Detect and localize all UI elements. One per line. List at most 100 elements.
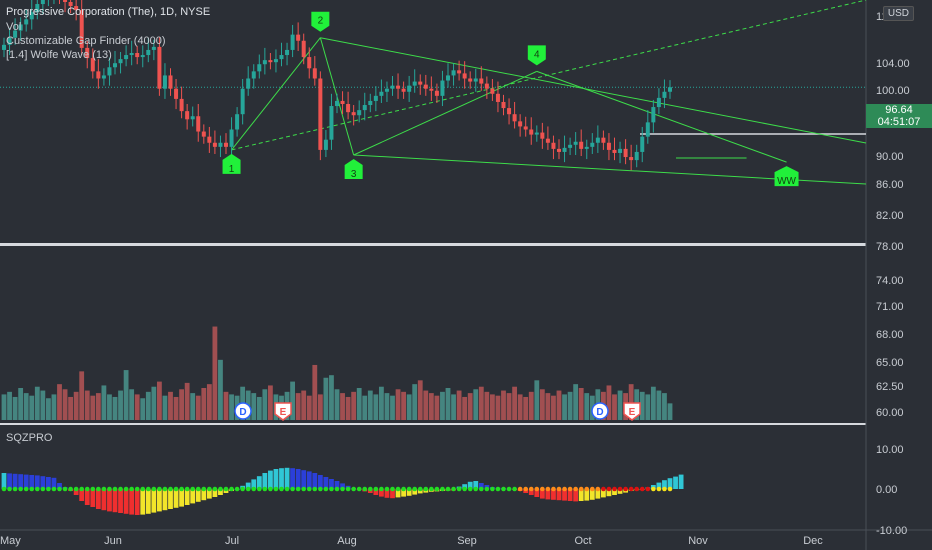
indicator-sqzpro[interactable]: SQZPRO (6, 432, 53, 444)
volume-bar (18, 388, 24, 420)
momentum-bar (118, 489, 123, 513)
candle (390, 85, 395, 89)
squeeze-dot (656, 486, 662, 492)
bar-countdown: 04:51:07 (877, 116, 921, 128)
momentum-bar (79, 489, 85, 501)
candle (257, 64, 262, 72)
momentum-bar (384, 489, 390, 498)
momentum-bar (290, 468, 295, 489)
candle (579, 141, 584, 149)
squeeze-dot (351, 486, 356, 492)
squeeze-dot (284, 486, 290, 492)
time-axis-label: Aug (337, 535, 357, 547)
volume-bar (340, 393, 345, 420)
volume-bar (134, 394, 140, 420)
candle (229, 129, 234, 147)
volume-bar (501, 390, 506, 420)
candle (246, 78, 251, 89)
candle (212, 142, 217, 147)
momentum-bar (262, 473, 268, 489)
candle (196, 116, 201, 132)
momentum-bar (184, 489, 190, 505)
indicator-vol[interactable]: Vol (6, 21, 22, 33)
candle (590, 142, 595, 147)
dividend-icon (234, 402, 252, 420)
price-axis-tick: 71.00 (876, 301, 904, 313)
candle (518, 121, 523, 127)
candle (468, 78, 473, 82)
wolfe-point-marker (222, 153, 241, 174)
indicator-gap-finder[interactable]: Customizable Gap Finder (4000) (6, 35, 166, 47)
squeeze-dot (651, 486, 656, 492)
candle (218, 142, 223, 147)
candle (584, 146, 589, 149)
volume-bar (556, 390, 562, 420)
squeeze-dot (517, 486, 523, 492)
squeeze-dot (90, 486, 96, 492)
squeeze-dot (551, 486, 556, 492)
candle (162, 75, 167, 89)
candle (429, 88, 434, 91)
squeeze-dot (129, 486, 134, 492)
candle (551, 142, 556, 149)
squeeze-dot (528, 486, 534, 492)
candle (606, 142, 611, 150)
squeeze-dot (123, 486, 129, 492)
wolfe-point-label: WW (777, 176, 796, 187)
squeeze-dot (207, 486, 212, 492)
momentum-bar (212, 489, 218, 497)
momentum-bar (406, 489, 412, 496)
candle (101, 75, 106, 79)
squeeze-dot (473, 486, 479, 492)
candle (618, 148, 623, 153)
volume-bar (317, 394, 323, 420)
candle (362, 105, 367, 111)
volume-bar (362, 395, 368, 420)
squeeze-dot (318, 486, 323, 492)
wolfe-point-label: 2 (318, 16, 324, 27)
volume-bar (517, 394, 523, 420)
momentum-bar (656, 482, 662, 489)
price-axis-tick: 100.00 (876, 85, 910, 97)
squeeze-dot (340, 486, 345, 492)
candle (451, 70, 456, 76)
squeeze-dot (162, 486, 168, 492)
squeeze-dot (445, 486, 451, 492)
squeeze-dot (584, 486, 590, 492)
volume-bar (345, 396, 351, 420)
candle (484, 83, 489, 89)
momentum-bar (179, 489, 184, 507)
volume-bar (162, 395, 168, 420)
squeeze-dot (73, 486, 79, 492)
price-axis-tick: 60.00 (876, 407, 904, 419)
momentum-bar (467, 481, 473, 489)
squeeze-dot (628, 486, 634, 492)
volume-bar (367, 390, 373, 420)
wolfe-point-label: 4 (534, 49, 540, 60)
volume-bar (612, 394, 617, 420)
momentum-bar (662, 480, 667, 489)
volume-bar (645, 394, 651, 420)
currency-badge[interactable]: USD (882, 6, 914, 21)
squeeze-dot (345, 486, 351, 492)
wolfe-target-line (231, 0, 867, 151)
volume-bar (334, 389, 340, 420)
momentum-bar (595, 489, 601, 499)
volume-bar (7, 391, 12, 420)
momentum-bar (539, 489, 545, 499)
candle (124, 55, 129, 60)
squeeze-dot (295, 486, 301, 492)
indicator-wolfe-wave[interactable]: [1.4] Wolfe Wave (13) (6, 49, 112, 61)
time-axis-label: Nov (688, 535, 708, 547)
volume-bar (512, 386, 517, 420)
candle (312, 68, 317, 79)
squeeze-dot (612, 486, 617, 492)
candle (40, 0, 45, 5)
momentum-bar (617, 489, 623, 494)
squeeze-dot (195, 486, 201, 492)
earnings-icon (623, 402, 641, 421)
squeeze-dot (623, 486, 628, 492)
